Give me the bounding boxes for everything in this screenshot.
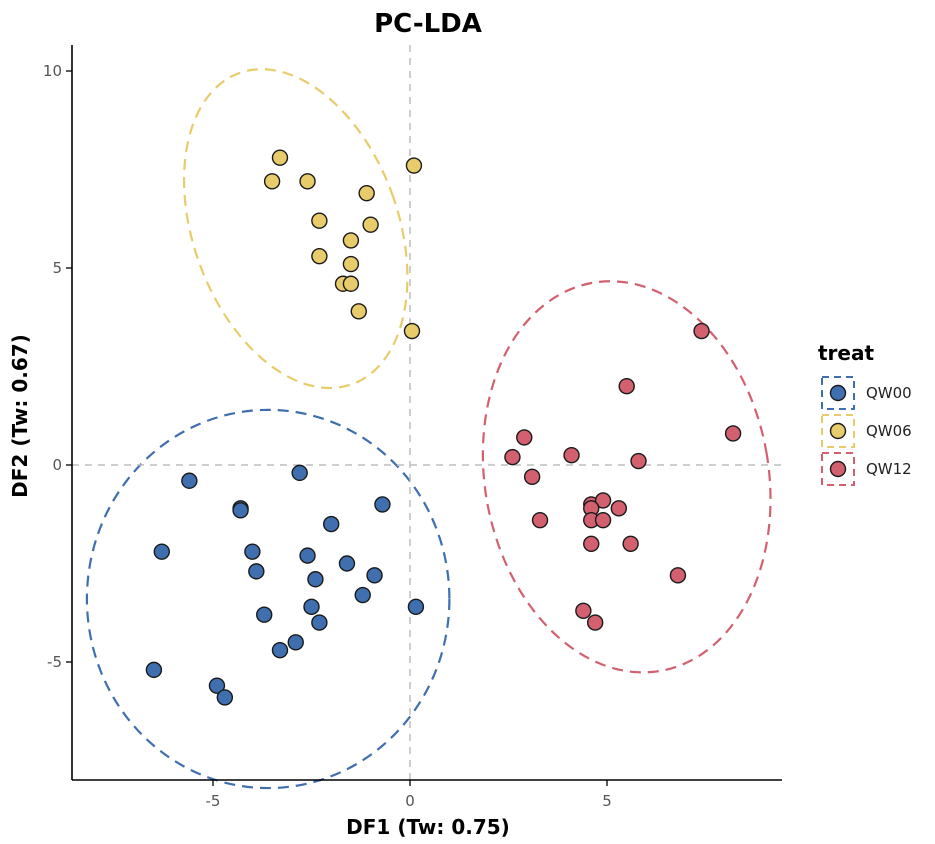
point-qw06-0	[271, 149, 289, 166]
point-qw00-14	[256, 606, 273, 623]
point-qw12-9	[594, 492, 612, 509]
point-qw12-11	[610, 500, 628, 517]
point-qw00-22	[216, 689, 234, 706]
point-qw00-5	[323, 515, 340, 533]
point-qw00-7	[244, 543, 261, 560]
point-qw00-17	[407, 598, 425, 616]
point-qw06-8	[311, 247, 328, 265]
point-qw12-17	[669, 567, 687, 584]
point-qw12-14	[531, 511, 549, 529]
point-qw00-21	[208, 677, 226, 694]
point-qw00-18	[287, 634, 304, 651]
point-qw12-13	[594, 511, 612, 529]
point-qw00-3	[232, 502, 249, 519]
y-tick-label: 0	[52, 456, 62, 474]
ellipse-qw12	[481, 280, 772, 674]
y-axis-title: DF2 (Tw: 0.67)	[8, 334, 32, 498]
point-qw06-2	[299, 173, 316, 190]
point-qw00-19	[271, 641, 289, 659]
y-tick-label: 5	[52, 259, 62, 277]
legend-marker-qw06	[829, 422, 847, 440]
point-qw12-15	[583, 535, 600, 552]
point-qw12-0	[693, 322, 710, 340]
point-qw00-9	[338, 555, 356, 572]
legend-marker-qw12	[829, 460, 847, 478]
point-qw00-11	[366, 567, 383, 584]
data-points	[145, 149, 742, 706]
point-qw12-16	[622, 535, 639, 552]
point-qw00-12	[307, 571, 324, 588]
point-qw00-4	[374, 496, 391, 513]
point-qw12-18	[575, 602, 592, 619]
point-qw06-5	[311, 212, 328, 229]
x-tick-label: 5	[602, 792, 612, 810]
point-qw12-2	[724, 425, 742, 442]
legend-marker-qw00	[829, 384, 847, 402]
axes: -5 0 5 -5 0 5 10	[43, 45, 782, 810]
ellipse-qw06	[182, 68, 409, 390]
point-qw12-7	[523, 468, 541, 486]
point-qw00-20	[145, 661, 163, 679]
point-qw00-0	[291, 464, 308, 482]
point-qw06-1	[263, 173, 281, 190]
legend-label-qw12: QW12	[866, 460, 912, 478]
point-qw06-7	[342, 232, 360, 249]
point-qw06-4	[358, 184, 375, 202]
point-qw06-9	[342, 255, 360, 273]
y-tick-label: -5	[47, 653, 62, 671]
point-qw06-12	[350, 303, 367, 320]
legend-label-qw06: QW06	[866, 422, 912, 440]
point-qw12-1	[618, 378, 635, 395]
point-qw06-3	[405, 157, 423, 174]
point-qw06-13	[403, 322, 421, 340]
legend-title: treat	[818, 341, 874, 365]
point-qw12-3	[516, 429, 533, 446]
x-axis-title: DF1 (Tw: 0.75)	[346, 815, 510, 839]
point-qw06-11	[342, 275, 360, 292]
point-qw00-15	[303, 598, 320, 616]
legend: treat QW00 QW06 QW12	[818, 341, 912, 486]
point-qw00-8	[299, 547, 316, 564]
point-qw12-4	[504, 448, 521, 466]
point-qw00-10	[248, 563, 265, 580]
x-tick-label: 0	[405, 792, 415, 810]
point-qw00-6	[153, 543, 170, 560]
confidence-ellipses	[85, 68, 772, 790]
chart-title: PC-LDA	[374, 9, 482, 39]
y-tick-label: 10	[43, 62, 62, 80]
point-qw00-16	[311, 614, 328, 631]
point-qw12-5	[563, 446, 580, 464]
point-qw00-13	[354, 586, 371, 604]
point-qw06-6	[362, 216, 379, 233]
reference-lines	[72, 45, 782, 780]
point-qw12-6	[630, 452, 647, 470]
ellipse-qw00	[85, 408, 451, 790]
legend-label-qw00: QW00	[866, 384, 912, 402]
point-qw00-1	[181, 472, 198, 489]
point-qw12-19	[586, 614, 604, 631]
x-tick-label: -5	[206, 792, 221, 810]
